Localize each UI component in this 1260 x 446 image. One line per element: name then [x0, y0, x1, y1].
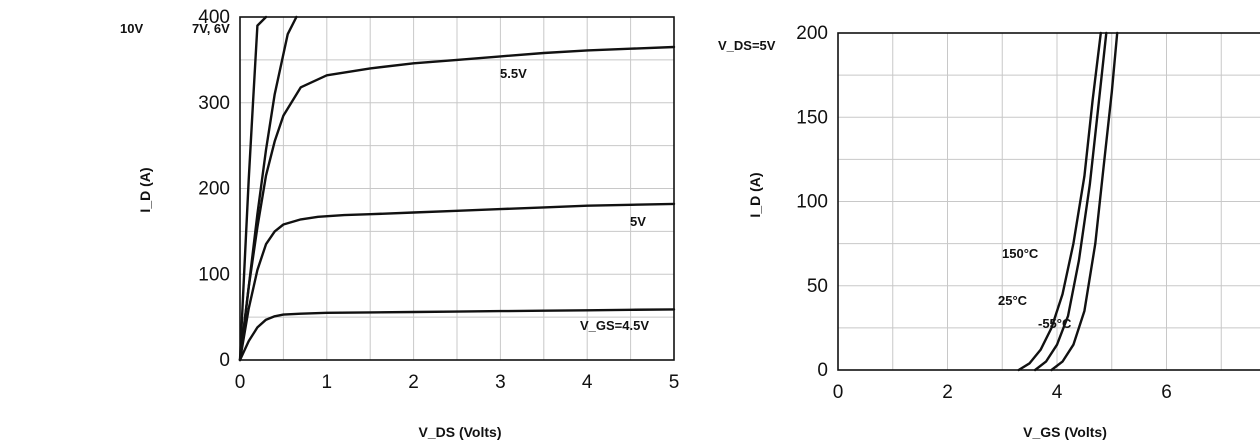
series-line — [238, 15, 268, 362]
y-tick-label: 150 — [796, 107, 828, 128]
x-tick-label: 6 — [1161, 382, 1172, 403]
series-line — [1050, 31, 1119, 372]
left-grid — [240, 17, 674, 360]
series-line — [1017, 31, 1103, 372]
left-y-axis-label: I_D (A) — [137, 167, 153, 212]
x-tick-label: 4 — [1052, 382, 1063, 403]
series-line — [1033, 31, 1108, 372]
right-series-group — [1017, 31, 1119, 372]
series-annotation: 150°C — [1002, 246, 1039, 261]
left-x-tick-labels: 0 1 2 3 4 5 — [235, 372, 680, 393]
y-tick-label: 0 — [219, 350, 230, 371]
x-tick-label: 0 — [833, 382, 844, 403]
y-tick-label: 200 — [198, 179, 230, 200]
series-annotation: V_GS=4.5V — [580, 318, 649, 333]
series-annotation: 10V — [120, 21, 143, 36]
x-tick-label: 1 — [322, 372, 333, 393]
y-tick-label: 200 — [796, 23, 828, 44]
right-x-axis-label: V_GS (Volts) — [1023, 424, 1107, 440]
right-y-axis-label: I_D (A) — [747, 172, 763, 217]
right-plot-frame — [837, 32, 1260, 371]
series-annotation: 5.5V — [500, 66, 527, 81]
left-annotations: 10V 7V, 6V 5.5V 5V V_GS=4.5V — [120, 21, 649, 333]
x-tick-label: 0 — [235, 372, 246, 393]
series-annotation: -55°C — [1038, 316, 1072, 331]
y-tick-label: 50 — [807, 276, 828, 297]
y-tick-label: 300 — [198, 93, 230, 114]
left-plot-frame — [239, 16, 675, 361]
left-series-group — [238, 15, 676, 362]
right-x-tick-labels: 02468 — [833, 382, 1172, 403]
y-tick-label: 0 — [817, 360, 828, 381]
y-tick-label: 100 — [198, 264, 230, 285]
y-tick-label: 100 — [796, 192, 828, 213]
left-chart: 0 1 2 3 4 5 0 100 200 300 400 10V 7V, 6V 5.5V 5V V_GS… — [120, 7, 679, 440]
x-tick-label: 2 — [942, 382, 953, 403]
series-annotation: 25°C — [998, 293, 1028, 308]
y-tick-label: 400 — [198, 7, 230, 28]
series-annotation: V_DS=5V — [718, 38, 776, 53]
x-tick-label: 2 — [408, 372, 419, 393]
series-line — [238, 45, 676, 362]
series-line — [238, 202, 676, 362]
series-annotation: 5V — [630, 214, 646, 229]
left-x-axis-label: V_DS (Volts) — [419, 424, 502, 440]
series-line — [238, 308, 676, 362]
right-y-tick-labels: 0 50 100 150 200 — [796, 23, 828, 381]
right-annotations: V_DS=5V 150°C 25°C -55°C — [718, 38, 1072, 331]
left-y-tick-labels: 0 100 200 300 400 — [198, 7, 230, 371]
series-annotation: 7V, 6V — [192, 21, 230, 36]
x-tick-label: 3 — [495, 372, 506, 393]
x-tick-label: 4 — [582, 372, 593, 393]
x-tick-label: 5 — [669, 372, 680, 393]
